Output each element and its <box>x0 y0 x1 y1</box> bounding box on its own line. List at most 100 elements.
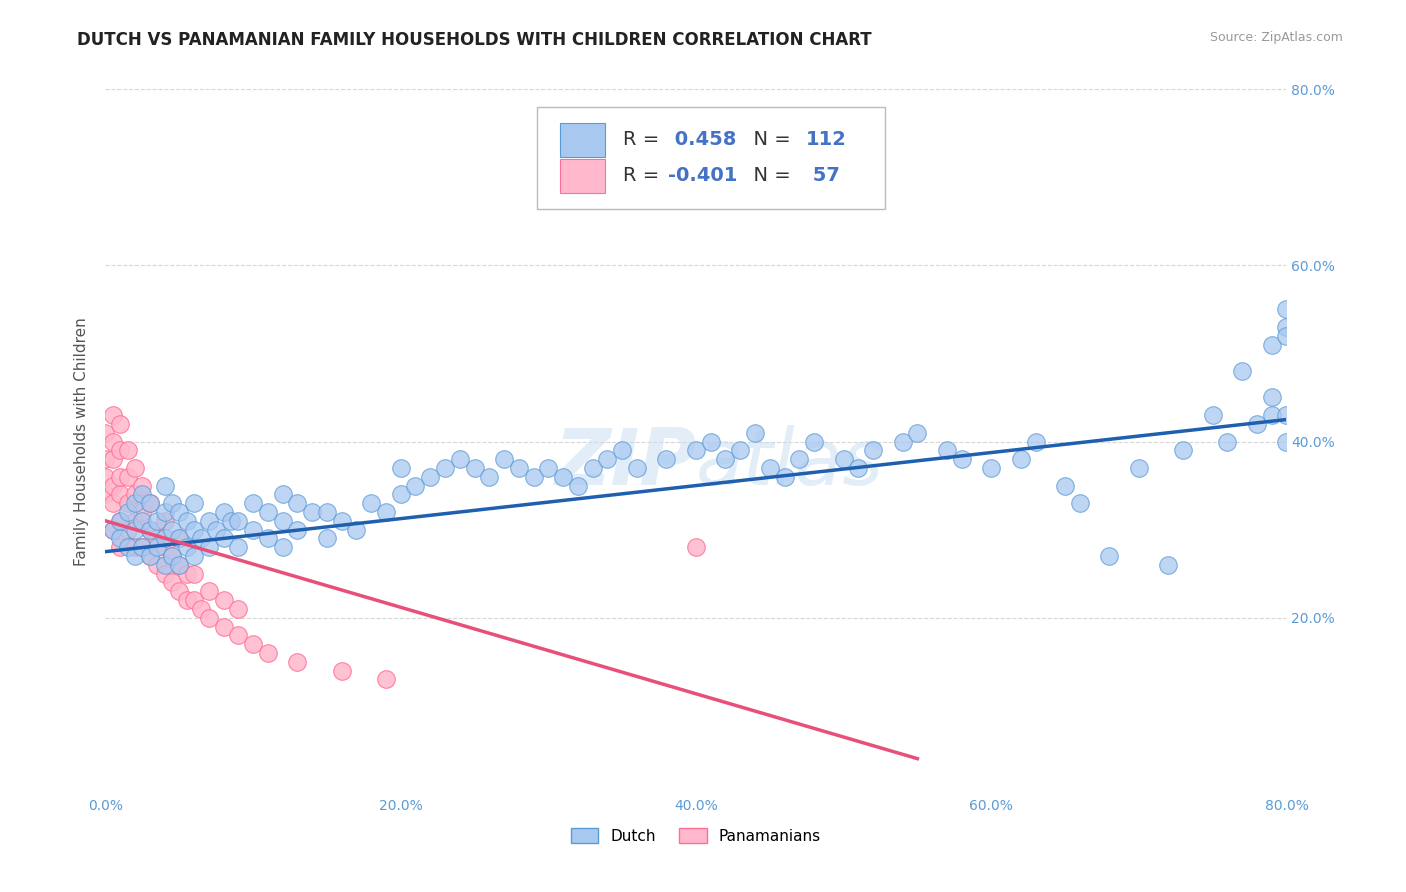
Point <box>449 452 471 467</box>
Point <box>1275 302 1298 317</box>
Point <box>131 478 153 492</box>
Point <box>1128 461 1150 475</box>
Point <box>1261 408 1284 422</box>
Point <box>176 540 198 554</box>
Point <box>626 461 648 475</box>
Point <box>271 540 294 554</box>
Point <box>1054 478 1077 492</box>
Point <box>714 452 737 467</box>
Point <box>160 549 183 563</box>
Point <box>101 408 124 422</box>
Point <box>101 496 124 510</box>
Point <box>131 540 153 554</box>
Point <box>117 443 139 458</box>
Point <box>169 558 191 572</box>
Point <box>936 443 959 458</box>
Point <box>169 532 191 546</box>
Legend: Dutch, Panamanians: Dutch, Panamanians <box>565 822 827 850</box>
Point <box>160 549 183 563</box>
Point <box>183 566 205 581</box>
Point <box>596 452 619 467</box>
Point <box>803 434 825 449</box>
Point <box>110 514 132 528</box>
Point <box>146 558 169 572</box>
Text: N =: N = <box>741 130 797 150</box>
Point <box>655 452 678 467</box>
FancyBboxPatch shape <box>560 159 605 193</box>
Point <box>124 549 146 563</box>
Point <box>117 523 139 537</box>
Point <box>287 523 309 537</box>
Point <box>685 443 707 458</box>
Point <box>212 593 235 607</box>
Point <box>190 602 212 616</box>
Point <box>523 469 546 483</box>
Point <box>110 443 132 458</box>
Point <box>389 487 412 501</box>
Point <box>537 461 560 475</box>
Point <box>160 575 183 590</box>
Point <box>1098 549 1121 563</box>
Point <box>271 487 294 501</box>
Point <box>124 461 146 475</box>
Point <box>110 487 132 501</box>
Point <box>832 452 855 467</box>
FancyBboxPatch shape <box>560 123 605 157</box>
Point <box>183 523 205 537</box>
Text: DUTCH VS PANAMANIAN FAMILY HOUSEHOLDS WITH CHILDREN CORRELATION CHART: DUTCH VS PANAMANIAN FAMILY HOUSEHOLDS WI… <box>77 31 872 49</box>
Point <box>138 549 162 563</box>
FancyBboxPatch shape <box>537 107 884 209</box>
Point <box>117 469 139 483</box>
Point <box>212 619 235 633</box>
Text: R =: R = <box>623 130 665 150</box>
Point <box>1232 364 1254 378</box>
Point <box>110 469 132 483</box>
Text: N =: N = <box>741 167 797 186</box>
Point <box>1261 391 1284 405</box>
Point <box>1275 328 1298 343</box>
Point <box>685 540 707 554</box>
Point <box>205 523 228 537</box>
Point <box>197 540 219 554</box>
Point <box>242 496 264 510</box>
Point <box>117 540 139 554</box>
Point <box>131 514 153 528</box>
Point <box>228 602 250 616</box>
Point <box>160 496 183 510</box>
Point <box>1010 452 1032 467</box>
Point <box>197 610 219 624</box>
Point <box>1275 408 1298 422</box>
Point <box>1275 434 1298 449</box>
Point <box>610 443 633 458</box>
Point <box>582 461 605 475</box>
Point <box>1216 434 1239 449</box>
Point <box>242 523 264 537</box>
Point <box>346 523 368 537</box>
Point <box>330 514 353 528</box>
Point <box>212 532 235 546</box>
Point <box>374 505 398 519</box>
Point <box>492 452 515 467</box>
Point <box>138 523 162 537</box>
Point <box>153 566 176 581</box>
Text: -0.401: -0.401 <box>668 167 737 186</box>
Point <box>138 496 162 510</box>
Point <box>301 505 323 519</box>
Point <box>183 593 205 607</box>
Point <box>1069 496 1091 510</box>
Point <box>1275 320 1298 334</box>
Point <box>110 532 132 546</box>
Point <box>846 461 869 475</box>
Point <box>419 469 441 483</box>
Point <box>197 584 219 599</box>
Point <box>315 532 337 546</box>
Point <box>110 540 132 554</box>
Point <box>94 469 117 483</box>
Text: 112: 112 <box>806 130 846 150</box>
Point <box>101 452 124 467</box>
Point <box>330 664 353 678</box>
Point <box>405 478 427 492</box>
Point <box>110 514 132 528</box>
Point <box>315 505 337 519</box>
Point <box>117 496 139 510</box>
